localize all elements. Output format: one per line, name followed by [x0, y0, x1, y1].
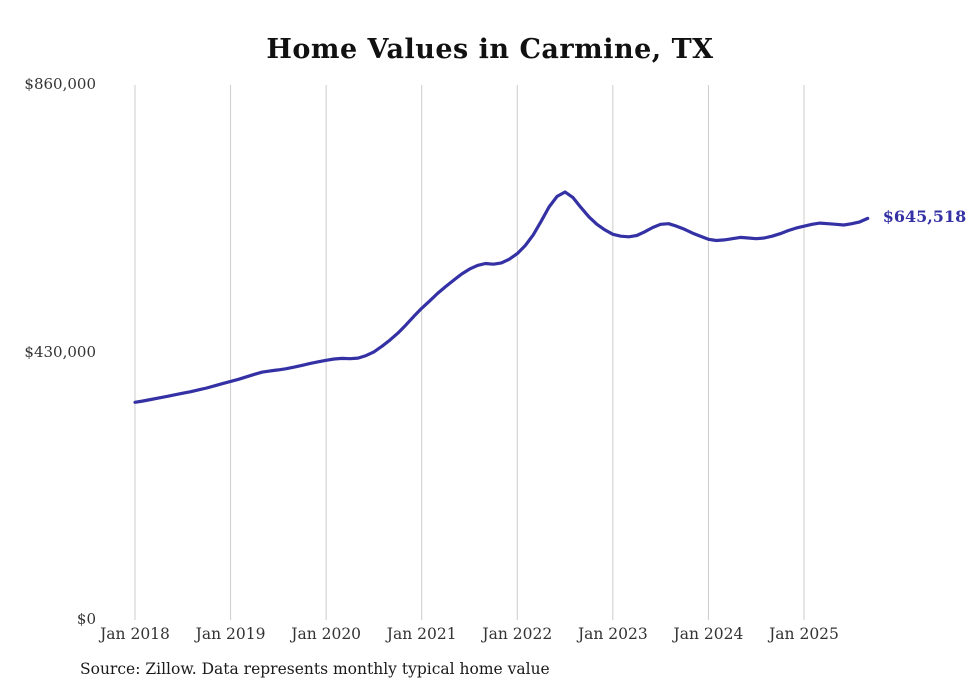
x-axis-tick-label: Jan 2021: [386, 625, 457, 643]
x-axis-tick-label: Jan 2019: [195, 625, 266, 643]
y-axis-tick-label: $860,000: [24, 75, 96, 93]
home-value-line: [133, 190, 870, 404]
source-note: Source: Zillow. Data represents monthly …: [80, 660, 550, 678]
x-axis-tick-label: Jan 2018: [100, 625, 170, 643]
x-axis-tick-label: Jan 2025: [769, 625, 839, 643]
latest-value-label: $645,518: [882, 207, 967, 227]
y-axis-tick-label: $0: [76, 610, 96, 628]
chart-title: Home Values in Carmine, TX: [266, 34, 714, 65]
y-axis-tick-label: $430,000: [24, 342, 96, 361]
x-axis-tick-label: Jan 2023: [577, 625, 648, 643]
x-axis-tick-label: Jan 2024: [673, 625, 744, 643]
x-axis-tick-label: Jan 2022: [482, 625, 553, 643]
x-axis-tick-label: Jan 2020: [291, 625, 362, 643]
